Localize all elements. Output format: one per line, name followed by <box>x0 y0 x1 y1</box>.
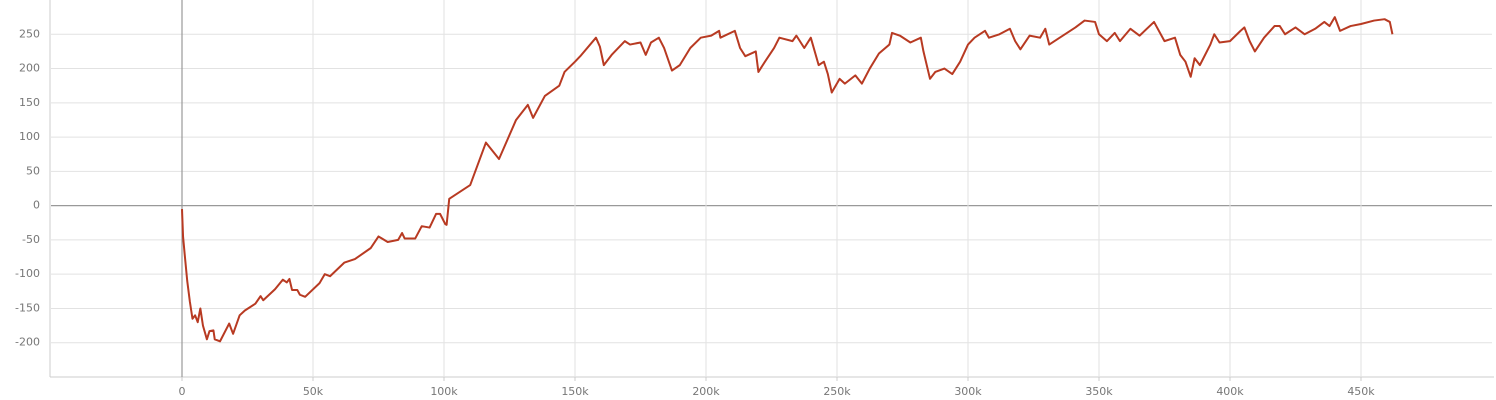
y-tick-label: 150 <box>19 96 40 109</box>
y-tick-label: 200 <box>19 62 40 75</box>
x-tick-label: 100k <box>430 385 458 398</box>
x-tick-label: 0 <box>179 385 186 398</box>
x-tick-label: 350k <box>1085 385 1113 398</box>
y-tick-label: 250 <box>19 27 40 40</box>
y-tick-label: 0 <box>33 199 40 212</box>
x-tick-label: 50k <box>303 385 324 398</box>
x-tick-label: 150k <box>561 385 589 398</box>
y-tick-label: 100 <box>19 130 40 143</box>
y-tick-label: 50 <box>26 164 40 177</box>
y-tick-label: -50 <box>22 233 40 246</box>
x-tick-label: 300k <box>954 385 982 398</box>
x-tick-label: 250k <box>823 385 851 398</box>
y-tick-label: -200 <box>15 336 40 349</box>
x-tick-label: 450k <box>1347 385 1375 398</box>
y-tick-label: -100 <box>15 267 40 280</box>
series-line <box>181 16 1394 343</box>
y-tick-label: -150 <box>15 301 40 314</box>
x-tick-label: 200k <box>692 385 720 398</box>
x-tick-label: 400k <box>1216 385 1244 398</box>
